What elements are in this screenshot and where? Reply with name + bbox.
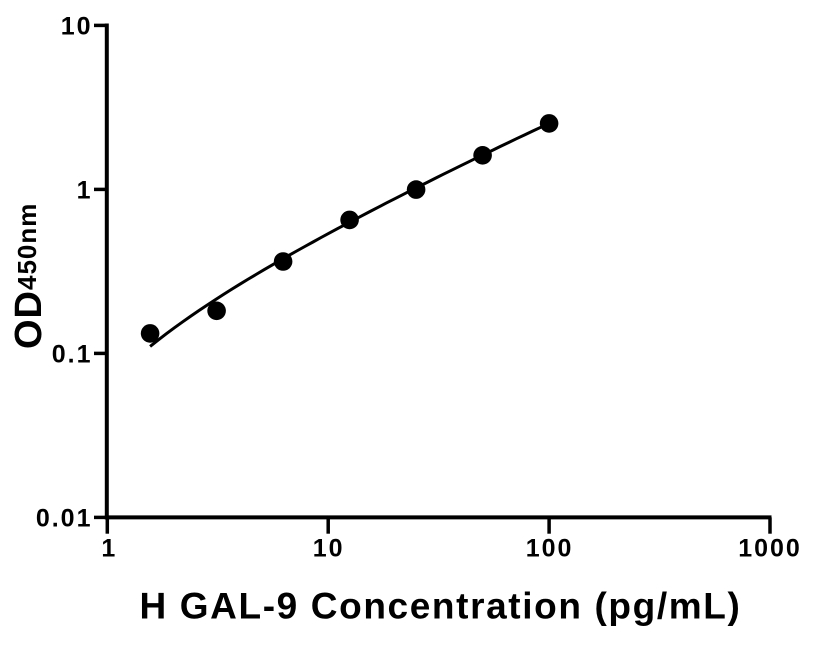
svg-text:1000: 1000	[738, 535, 802, 563]
svg-text:1: 1	[101, 535, 117, 563]
svg-text:10: 10	[61, 12, 93, 40]
svg-text:10: 10	[313, 535, 345, 563]
svg-text:100: 100	[526, 535, 574, 563]
svg-text:H GAL-9 Concentration (pg/mL): H GAL-9 Concentration (pg/mL)	[140, 586, 742, 627]
svg-text:0.01: 0.01	[36, 504, 93, 532]
svg-text:0.1: 0.1	[52, 340, 93, 368]
svg-text:1: 1	[77, 176, 93, 204]
